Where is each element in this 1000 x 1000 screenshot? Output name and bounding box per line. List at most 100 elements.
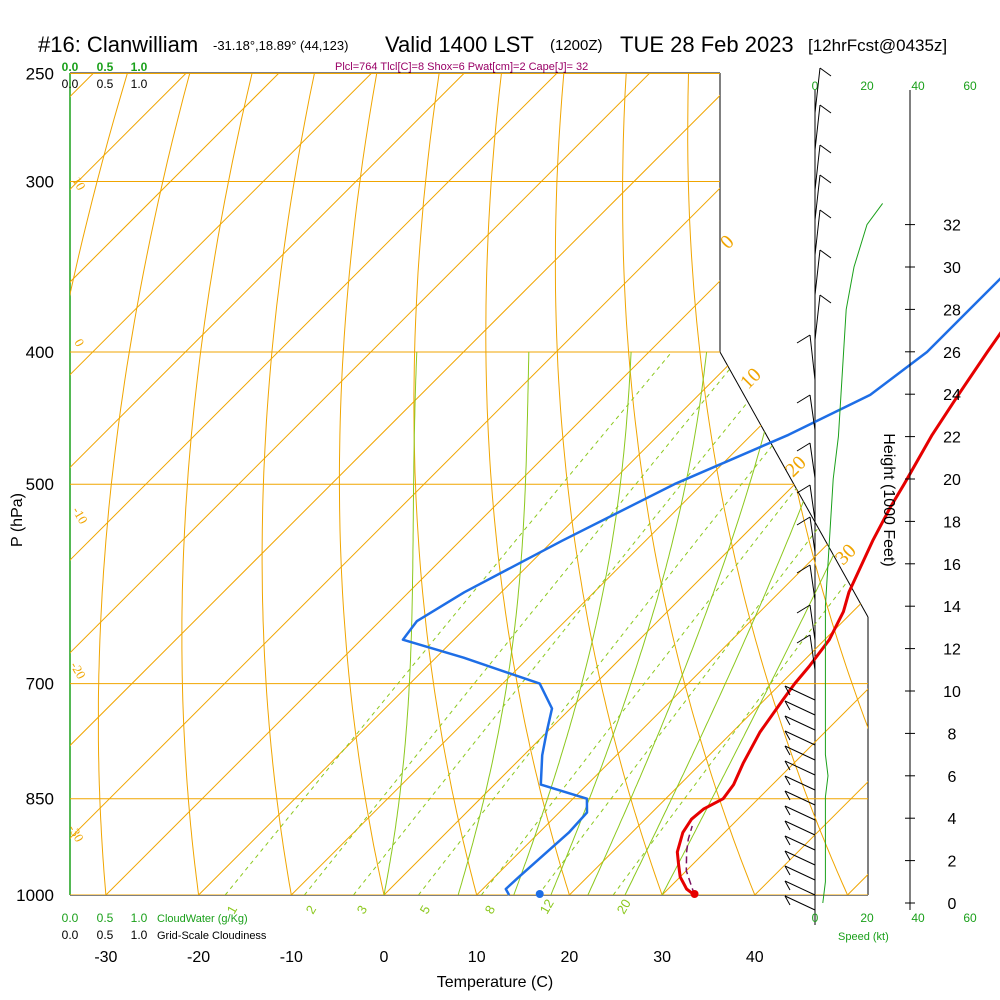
height-tick-12: 12 — [943, 642, 961, 659]
cloudiness-tick-bottom: 1.0 — [131, 928, 148, 942]
wind-barbs — [784, 67, 884, 911]
wind-barb — [784, 895, 791, 906]
height-tick-20: 20 — [943, 472, 961, 489]
isotherm — [476, 73, 868, 895]
wind-barb — [784, 865, 791, 876]
wind-barb — [784, 805, 791, 816]
wind-barb — [784, 850, 791, 861]
height-tick-14: 14 — [943, 599, 961, 616]
wind-barb — [819, 174, 832, 184]
isotherm — [70, 73, 304, 895]
isotherm-label: 30 — [831, 540, 861, 570]
pressure-tick-700: 700 — [26, 675, 54, 694]
moist-adiabat — [587, 351, 785, 895]
height-tick-8: 8 — [948, 726, 957, 743]
height-tick-18: 18 — [943, 514, 961, 531]
speed-tick-bottom: 60 — [963, 911, 977, 925]
dry-adiabat — [622, 73, 768, 895]
wind-barb — [796, 516, 811, 526]
pressure-tick-300: 300 — [26, 173, 54, 192]
temperature-tick: 0 — [380, 949, 389, 966]
wind-barb — [814, 104, 821, 151]
wind-barb — [796, 604, 811, 614]
dry-adiabat — [687, 73, 862, 895]
mixing-ratio-label: 3 — [354, 903, 371, 917]
isotherm — [70, 73, 767, 895]
wind-barb — [784, 775, 791, 786]
mixing-ratio-line — [537, 351, 868, 895]
dry-adiabat — [812, 73, 868, 895]
wind-barb — [784, 760, 816, 776]
wind-barb — [809, 634, 816, 671]
mixing-ratio-line — [612, 351, 868, 895]
wind-barb — [814, 249, 821, 296]
wind-barb — [784, 790, 791, 801]
wind-barb — [784, 700, 791, 711]
isotherm — [383, 73, 868, 895]
wind-barb — [819, 294, 832, 304]
temperature-tick: 40 — [746, 949, 764, 966]
temperature-tick: -20 — [187, 949, 210, 966]
isotherm — [290, 73, 868, 895]
dry-adiabat — [413, 73, 486, 895]
dry-adiabat — [261, 73, 320, 895]
wind-barb — [784, 820, 816, 836]
background-lines — [70, 73, 868, 895]
height-tick-32: 32 — [943, 218, 961, 235]
speed-tick-bottom: 20 — [860, 911, 874, 925]
speed-axis-label: Speed (kt) — [838, 931, 889, 943]
isotherm — [70, 73, 489, 895]
cloudwater-label: CloudWater (g/Kg) — [157, 913, 248, 925]
temperature-tick: -30 — [94, 949, 117, 966]
stability-indices: Plcl=764 Tlcl[C]=8 Shox=6 Pwat[cm]=2 Cap… — [335, 61, 588, 73]
wind-barb — [814, 174, 821, 221]
height-axis-label: Height (1000 Feet) — [880, 433, 897, 566]
cloudiness-tick-bottom: 0.0 — [62, 928, 79, 942]
mixing-ratio-line — [353, 351, 789, 895]
wind-barb — [784, 730, 791, 741]
height-tick-26: 26 — [943, 345, 961, 362]
height-tick-22: 22 — [943, 430, 961, 447]
wind-barb — [796, 564, 811, 574]
isotherm — [847, 73, 868, 895]
dry-adiabat-label: -10 — [69, 504, 91, 527]
x-axis-label: Temperature (C) — [437, 974, 553, 991]
height-tick-28: 28 — [943, 302, 961, 319]
mixing-ratio-line — [481, 351, 868, 895]
isotherm — [105, 73, 868, 895]
wind-barb — [809, 334, 816, 381]
cloudiness-label: Grid-Scale Cloudiness — [157, 930, 267, 942]
wind-barb — [796, 634, 811, 644]
wind-barb — [784, 745, 816, 761]
wind-barb — [784, 775, 816, 791]
dry-adiabat — [181, 73, 259, 895]
temperature-tick: 20 — [561, 949, 579, 966]
cloudiness-tick-top: 0.0 — [62, 77, 79, 91]
isotherm — [569, 73, 868, 895]
wind-barb — [819, 209, 832, 219]
dry-adiabat-label: 10 — [69, 174, 88, 193]
isotherm — [70, 73, 674, 895]
wind-barb — [784, 730, 816, 746]
wind-barb — [784, 835, 791, 846]
speed-tick-bottom: 0 — [812, 911, 819, 925]
dewpoint-line — [401, 277, 1000, 896]
isotherm — [70, 73, 582, 895]
wind-barb — [784, 715, 791, 726]
temperature-tick: 30 — [653, 949, 671, 966]
dry-adiabat — [485, 73, 580, 895]
moist-adiabat — [383, 351, 418, 895]
temperature-tick: -10 — [280, 949, 303, 966]
wind-speed-line — [822, 203, 884, 904]
mixing-ratio-label: 12 — [537, 896, 557, 916]
wind-barb — [819, 249, 832, 259]
valid-time: Valid 1400 LST — [385, 32, 534, 57]
moist-adiabat — [550, 351, 708, 895]
wind-barb — [814, 209, 821, 256]
wind-barb — [784, 820, 791, 831]
isotherm — [198, 73, 868, 895]
height-tick-4: 4 — [948, 811, 957, 828]
cloudwater-tick-top: 1.0 — [131, 60, 148, 74]
wind-barb — [809, 394, 816, 431]
